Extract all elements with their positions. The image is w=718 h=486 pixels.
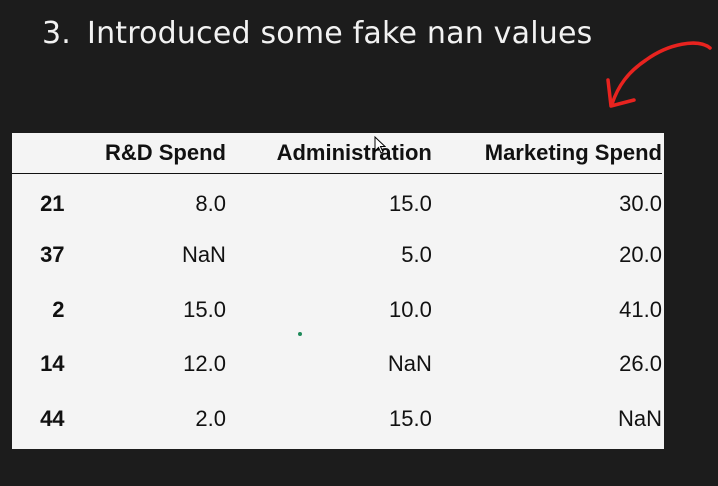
cell-administration: 10.0 xyxy=(389,296,432,322)
index-header xyxy=(12,133,73,174)
row-index: 21 xyxy=(40,191,65,216)
column-header-rd-spend: R&D Spend xyxy=(104,140,226,165)
cell-rd-spend: NaN xyxy=(181,242,226,268)
slide-number: 3. xyxy=(42,16,72,51)
table-row: 37 NaN 5.0 20.0 xyxy=(12,228,662,283)
cell-administration: NaN xyxy=(387,351,432,377)
row-index: 44 xyxy=(40,405,65,431)
cell-rd-spend: 15.0 xyxy=(183,296,226,322)
table-row: 21 8.0 15.0 30.0 xyxy=(12,174,662,229)
row-index: 37 xyxy=(40,242,65,268)
dataframe-panel: R&D Spend Administration Marketing Spend… xyxy=(12,133,664,449)
cell-administration: 15.0 xyxy=(389,405,432,431)
cell-rd-spend: 12.0 xyxy=(183,351,226,377)
slide-title: 3. Introduced some fake nan values xyxy=(42,16,592,51)
row-index: 14 xyxy=(40,351,65,377)
cell-marketing-spend: 26.0 xyxy=(619,351,662,377)
cell-administration: 5.0 xyxy=(401,242,432,268)
pointer-dot xyxy=(298,332,302,336)
dataframe-table: R&D Spend Administration Marketing Spend… xyxy=(12,133,662,446)
red-arrow-icon xyxy=(606,41,712,108)
slide-title-text: Introduced some fake nan values xyxy=(87,16,593,51)
column-header-marketing-spend: Marketing Spend xyxy=(484,140,662,165)
cell-marketing-spend: 41.0 xyxy=(619,296,662,322)
cell-marketing-spend: NaN xyxy=(617,405,662,431)
cell-rd-spend: 8.0 xyxy=(195,191,226,216)
cell-rd-spend: 2.0 xyxy=(195,405,226,431)
table-header-row: R&D Spend Administration Marketing Spend xyxy=(12,133,662,174)
row-index: 2 xyxy=(52,296,65,322)
cell-administration: 15.0 xyxy=(389,191,432,216)
table-row: 44 2.0 15.0 NaN xyxy=(12,392,662,447)
table-row: 14 12.0 NaN 26.0 xyxy=(12,337,662,392)
mouse-pointer-icon xyxy=(374,136,386,154)
column-header-administration: Administration xyxy=(276,140,432,165)
cell-marketing-spend: 20.0 xyxy=(619,242,662,268)
table-row: 2 15.0 10.0 41.0 xyxy=(12,283,662,338)
cell-marketing-spend: 30.0 xyxy=(619,191,662,216)
